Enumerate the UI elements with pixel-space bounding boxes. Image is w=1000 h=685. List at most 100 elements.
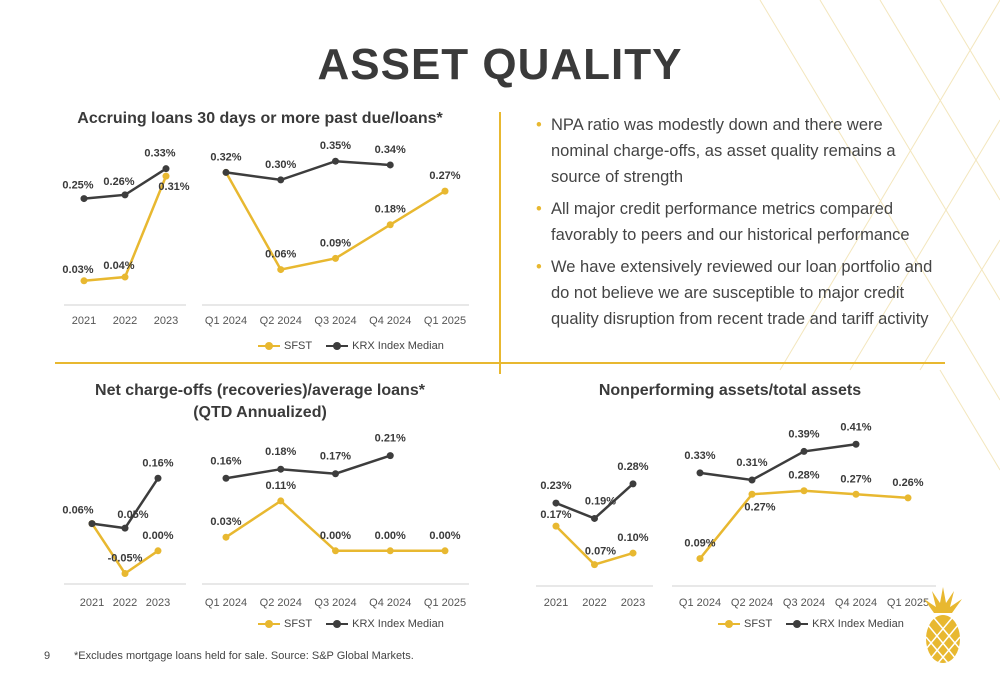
page-title: ASSET QUALITY xyxy=(317,40,683,89)
data-point xyxy=(88,520,96,528)
series-line-sfst xyxy=(225,499,445,553)
x-tick-label: Q1 2025 xyxy=(424,597,466,609)
x-tick-label: 2022 xyxy=(113,315,137,327)
data-point xyxy=(277,465,285,473)
data-label: 0.28% xyxy=(617,461,648,473)
x-tick-label: 2022 xyxy=(582,597,606,609)
data-point xyxy=(277,176,285,184)
data-label: 0.34% xyxy=(375,144,406,156)
series-line-krx xyxy=(699,443,857,482)
data-point xyxy=(332,254,339,262)
data-point xyxy=(277,497,285,505)
data-label: 0.03% xyxy=(62,264,93,276)
panel2-title-line2: (QTD Annualized) xyxy=(193,404,327,421)
data-label: 0.27% xyxy=(840,473,871,485)
data-label: 0.26% xyxy=(103,176,134,188)
legend-krx: KRX Index Median xyxy=(326,618,444,630)
x-tick-label: 2023 xyxy=(154,315,178,327)
data-point xyxy=(121,273,129,281)
data-label: 0.26% xyxy=(892,477,923,489)
data-point xyxy=(386,547,394,555)
bullet-list: • NPA ratio was modestly down and there w… xyxy=(536,112,936,338)
legend-sfst: SFST xyxy=(718,618,772,630)
data-label: 0.33% xyxy=(144,148,175,160)
data-point xyxy=(332,157,339,165)
data-label: 0.03% xyxy=(210,516,241,528)
data-label: 0.33% xyxy=(684,450,715,462)
data-point xyxy=(162,165,170,173)
data-label: 0.27% xyxy=(744,501,775,513)
data-label: 0.00% xyxy=(375,530,406,542)
data-label: 0.06% xyxy=(62,505,93,517)
x-tick-label: Q1 2025 xyxy=(424,315,466,327)
data-point xyxy=(332,547,339,555)
data-point xyxy=(222,168,230,176)
p1-annual-chart: 2021 2022 2023 0.03% 0.04% 0.31% 0.25% 0.26% 0.3… xyxy=(62,148,189,327)
data-label: 0.25% xyxy=(62,180,93,192)
data-label: 0.06% xyxy=(265,249,296,261)
data-point xyxy=(121,191,129,199)
data-label: 0.31% xyxy=(736,457,767,469)
data-label: 0.35% xyxy=(320,140,351,152)
x-tick-label: Q1 2024 xyxy=(205,315,247,327)
legend-krx: KRX Index Median xyxy=(786,618,904,630)
p3-legend: SFST KRX Index Median xyxy=(718,618,904,630)
data-point xyxy=(748,490,756,498)
x-tick-label: 2022 xyxy=(113,597,137,609)
footnote: *Excludes mortgage loans held for sale. … xyxy=(74,650,414,662)
legend-krx: KRX Index Median xyxy=(326,340,444,352)
x-tick-label: 2023 xyxy=(621,597,645,609)
x-tick-label: Q1 2025 xyxy=(887,597,929,609)
data-label: 0.04% xyxy=(103,260,134,272)
data-label: 0.09% xyxy=(684,538,715,550)
panel3-title: Nonperforming assets/total assets xyxy=(598,382,862,399)
data-label: 0.10% xyxy=(617,532,648,544)
x-tick-label: Q1 2024 xyxy=(205,597,247,609)
x-tick-label: 2021 xyxy=(544,597,568,609)
data-label: 0.27% xyxy=(429,170,460,182)
pineapple-icon xyxy=(924,587,962,664)
data-label: 0.21% xyxy=(375,433,406,445)
data-point xyxy=(222,533,230,541)
data-point xyxy=(552,522,560,530)
data-label: 0.17% xyxy=(540,509,571,521)
data-point xyxy=(222,474,230,482)
panel2-title-line1: Net charge-offs (recoveries)/average loa… xyxy=(95,382,425,399)
series-line-krx xyxy=(225,159,391,182)
data-label: 0.00% xyxy=(320,530,351,542)
data-point xyxy=(629,480,637,488)
page-number: 9 xyxy=(44,650,51,662)
data-label: 0.00% xyxy=(429,530,460,542)
data-label: 0.39% xyxy=(788,428,819,440)
data-label: 0.30% xyxy=(265,159,296,171)
p2-legend: SFST KRX Index Median xyxy=(258,618,444,630)
data-label: 0.18% xyxy=(375,204,406,216)
x-tick-label: Q3 2024 xyxy=(783,597,825,609)
data-label: 0.28% xyxy=(788,470,819,482)
bullet-item: • NPA ratio was modestly down and there w… xyxy=(536,116,896,186)
p2-quarterly-chart: Q1 2024 Q2 2024 Q3 2024 Q4 2024 Q1 2025 0.03%… xyxy=(202,433,469,609)
data-label: 0.18% xyxy=(265,446,296,458)
x-tick-label: Q4 2024 xyxy=(369,315,411,327)
p2-annual-chart: 2021 2022 2023 -0.05% 0.00% 0.06% 0.05% 0.16% xyxy=(62,457,186,609)
x-tick-label: Q3 2024 xyxy=(314,597,356,609)
x-tick-label: Q1 2024 xyxy=(679,597,721,609)
x-tick-label: 2021 xyxy=(80,597,104,609)
data-label: 0.19% xyxy=(585,495,616,507)
x-tick-label: Q3 2024 xyxy=(314,315,356,327)
x-tick-label: 2021 xyxy=(72,315,96,327)
data-point xyxy=(80,277,88,285)
data-point xyxy=(748,476,756,484)
x-tick-label: Q4 2024 xyxy=(835,597,877,609)
data-point xyxy=(80,195,88,203)
data-point xyxy=(800,447,808,455)
data-point xyxy=(852,440,860,448)
data-point xyxy=(332,470,339,478)
panel2-title: Net charge-offs (recoveries)/average loa… xyxy=(60,380,460,424)
data-point xyxy=(277,266,285,274)
x-tick-label: Q4 2024 xyxy=(369,597,411,609)
data-label: 0.41% xyxy=(840,421,871,433)
data-point xyxy=(154,474,162,482)
data-label: 0.00% xyxy=(142,530,173,542)
